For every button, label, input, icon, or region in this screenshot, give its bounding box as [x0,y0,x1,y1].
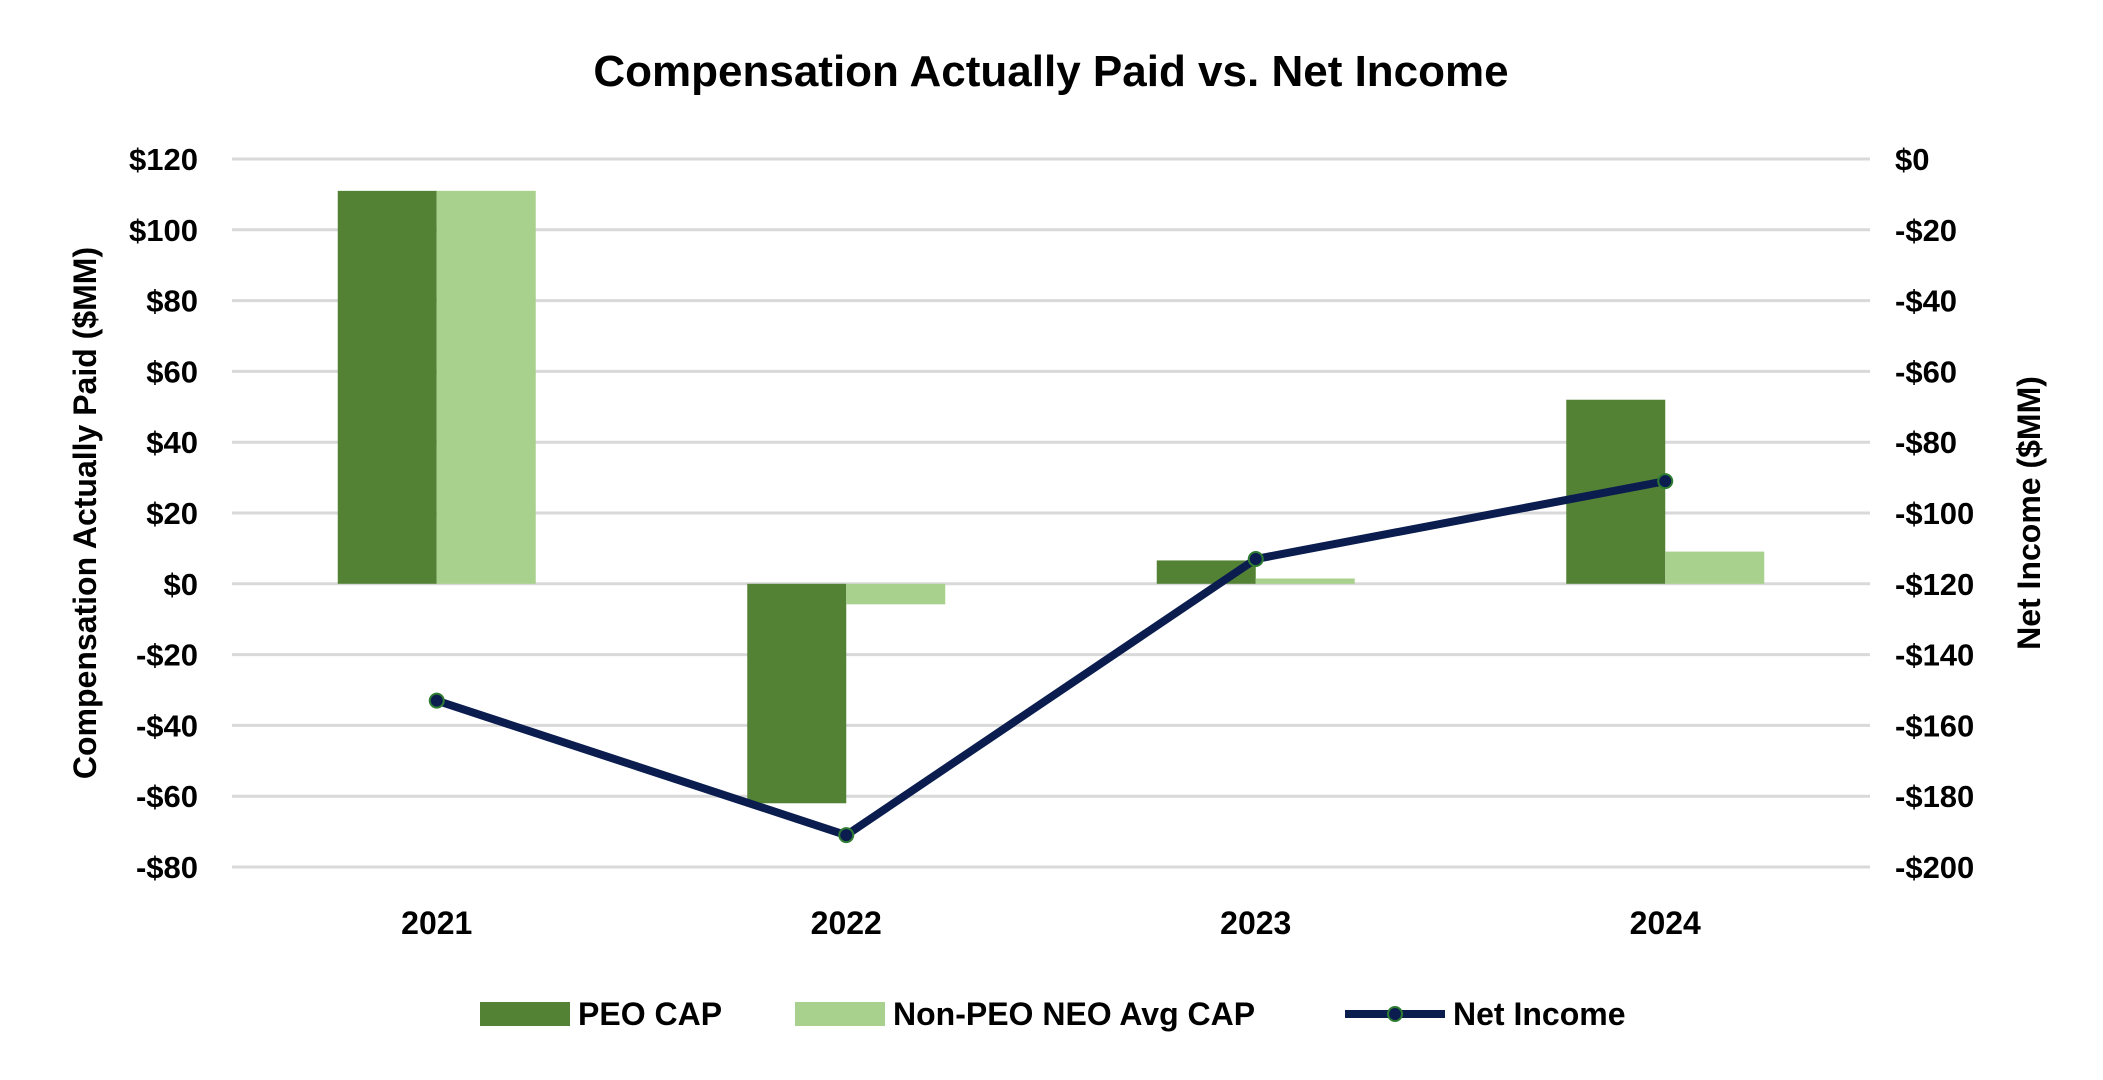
left-axis-label: Compensation Actually Paid ($MM) [67,247,103,779]
y2-tick-label: -$180 [1895,779,1974,814]
x-tick-label: 2022 [811,905,882,941]
right-axis-ticks: $0 -$20 -$40 -$60 -$80 -$100 -$120 -$140 -$160 -$… [1895,142,1974,885]
line-marker [428,692,445,709]
y-tick-label: $40 [146,425,198,460]
y2-tick-label: -$160 [1895,708,1974,743]
y-tick-label: $120 [129,142,198,177]
x-tick-label: 2021 [401,905,472,941]
legend-swatch [795,1002,885,1026]
y-tick-label: $100 [129,213,198,248]
y2-tick-label: -$120 [1895,567,1974,602]
legend-swatch [480,1002,570,1026]
x-axis-ticks: 2021 2022 2023 2024 [401,905,1701,941]
y2-tick-label: -$40 [1895,284,1957,319]
y2-tick-label: -$140 [1895,638,1974,673]
legend: PEO CAP Non-PEO NEO Avg CAP Net Income [480,996,1625,1032]
y2-tick-label: -$200 [1895,850,1974,885]
legend-label: Net Income [1453,996,1625,1032]
y2-tick-label: $0 [1895,142,1929,177]
y2-tick-label: -$80 [1895,425,1957,460]
legend-label: Non-PEO NEO Avg CAP [893,996,1255,1032]
bar-non-peo-neo-avg-cap [436,190,536,584]
left-axis-ticks: $120 $100 $80 $60 $40 $20 $0 -$20 -$40 -$60 -$80 [129,142,198,885]
line-marker [1247,551,1264,568]
y2-tick-label: -$20 [1895,213,1957,248]
y-tick-label: $80 [146,284,198,319]
x-tick-label: 2023 [1220,905,1291,941]
y-tick-label: $20 [146,496,198,531]
y-tick-label: $60 [146,354,198,389]
y-tick-label: -$20 [136,638,198,673]
y-tick-label: -$60 [136,779,198,814]
bar-non-peo-neo-avg-cap [1255,578,1355,584]
line-path [435,477,1666,840]
y2-tick-label: -$100 [1895,496,1974,531]
y2-tick-label: -$60 [1895,354,1957,389]
y-tick-label: -$80 [136,850,198,885]
x-tick-label: 2024 [1630,905,1701,941]
y-tick-label: $0 [164,567,198,602]
bar-peo-cap [747,583,847,804]
chart-title: Compensation Actually Paid vs. Net Incom… [593,47,1508,96]
bar-peo-cap [337,190,437,584]
net-income-line [428,473,1674,844]
right-axis-label: Net Income ($MM) [2011,376,2047,650]
line-marker [838,827,855,844]
bar-non-peo-neo-avg-cap [846,583,946,605]
bars [337,190,1765,804]
bar-non-peo-neo-avg-cap [1665,551,1765,584]
legend-marker [1387,1006,1403,1022]
line-marker [1657,473,1674,490]
y-tick-label: -$40 [136,708,198,743]
legend-label: PEO CAP [578,996,722,1032]
